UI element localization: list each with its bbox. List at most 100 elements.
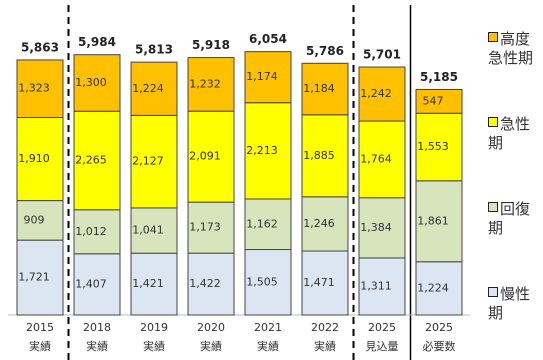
x-tick-line: 必要数 bbox=[423, 340, 456, 353]
x-tick-line: 2020 bbox=[197, 321, 225, 334]
x-tick-line: 2021 bbox=[254, 321, 282, 334]
value-label: 1,184 bbox=[303, 82, 335, 95]
value-label: 1,246 bbox=[303, 217, 335, 230]
legend-item: 急性期 bbox=[488, 115, 543, 153]
value-label: 1,224 bbox=[132, 82, 164, 95]
bar-segment bbox=[244, 249, 292, 316]
x-tick-line: 実績 bbox=[143, 339, 165, 353]
total-label: 5,185 bbox=[420, 70, 458, 84]
bar-segment bbox=[358, 66, 406, 122]
bar-segment bbox=[187, 110, 235, 203]
x-tick-label: 2019 実績 bbox=[140, 321, 168, 353]
total-label: 5,786 bbox=[306, 44, 344, 58]
x-tick-label: 2025 見込量 bbox=[366, 321, 399, 353]
bar-segment bbox=[301, 250, 349, 316]
value-label: 1,721 bbox=[18, 271, 50, 284]
bar-segment bbox=[130, 114, 178, 209]
chart: 1,721 909 1,910 1,323 5,863 2015 実績 1,407 1,012 2… bbox=[8, 5, 470, 360]
value-label: 1,173 bbox=[189, 221, 221, 234]
bar-segment bbox=[301, 114, 349, 198]
value-label: 1,162 bbox=[246, 217, 278, 230]
legend-label: 高度急性期 bbox=[488, 30, 534, 67]
x-tick-line: 2025 bbox=[368, 321, 396, 334]
value-label: 1,910 bbox=[18, 152, 50, 165]
value-label: 547 bbox=[423, 94, 444, 107]
bar-segment bbox=[358, 257, 406, 316]
x-tick-label: 2018 実績 bbox=[83, 321, 111, 353]
value-label: 1,422 bbox=[189, 277, 221, 290]
value-label: 1,384 bbox=[360, 221, 392, 234]
bar-segment bbox=[73, 209, 121, 255]
value-label: 1,232 bbox=[189, 77, 221, 90]
value-label: 1,041 bbox=[132, 224, 164, 237]
x-tick-line: 実績 bbox=[200, 339, 222, 353]
value-label: 1,174 bbox=[246, 70, 278, 83]
bar-segment bbox=[16, 117, 64, 202]
legend-item: 高度急性期 bbox=[488, 30, 543, 68]
value-label: 1,764 bbox=[360, 152, 392, 165]
x-tick-label: 2025 必要数 bbox=[423, 321, 456, 353]
x-tick-label: 2020 実績 bbox=[197, 321, 225, 353]
x-tick-label: 2022 実績 bbox=[311, 321, 339, 353]
total-label: 5,701 bbox=[363, 48, 401, 62]
value-label: 1,300 bbox=[75, 76, 107, 89]
x-tick-line: 実績 bbox=[314, 339, 336, 353]
x-tick-line: 実績 bbox=[257, 339, 279, 353]
x-tick-line: 実績 bbox=[86, 339, 108, 353]
x-tick-label: 2015 実績 bbox=[26, 321, 54, 353]
total-label: 5,813 bbox=[135, 43, 173, 57]
value-label: 1,323 bbox=[18, 82, 50, 95]
bar-segment bbox=[244, 51, 292, 104]
bar-segment bbox=[358, 120, 406, 199]
bar-segment bbox=[187, 252, 235, 316]
bar-segment bbox=[301, 196, 349, 252]
bar-segment bbox=[16, 239, 64, 316]
bar-segment bbox=[73, 253, 121, 316]
value-label: 1,471 bbox=[303, 276, 335, 289]
legend-swatch bbox=[488, 117, 498, 127]
x-tick-line: 2018 bbox=[83, 321, 111, 334]
value-label: 1,861 bbox=[417, 214, 449, 227]
legend-item: 回復期 bbox=[488, 200, 543, 238]
bar-segment bbox=[16, 59, 64, 119]
bar-segment bbox=[187, 201, 235, 254]
x-tick-label: 2021 実績 bbox=[254, 321, 282, 353]
legend-label: 急性期 bbox=[488, 115, 531, 152]
bar-segment bbox=[415, 112, 463, 182]
value-label: 909 bbox=[24, 213, 45, 226]
bar-segment bbox=[73, 110, 121, 211]
bar-segment bbox=[244, 102, 292, 200]
value-label: 1,553 bbox=[417, 140, 449, 153]
legend-item: 慢性期 bbox=[488, 285, 543, 323]
bar-segment bbox=[130, 252, 178, 316]
value-label: 1,242 bbox=[360, 87, 392, 100]
x-tick-line: 2022 bbox=[311, 321, 339, 334]
total-label: 6,054 bbox=[249, 32, 287, 46]
legend-swatch bbox=[488, 32, 498, 42]
bar-segment bbox=[73, 54, 121, 112]
bar-segment bbox=[244, 198, 292, 251]
x-tick-line: 見込量 bbox=[366, 340, 399, 353]
x-tick-line: 2025 bbox=[425, 321, 453, 334]
total-label: 5,918 bbox=[192, 38, 230, 52]
value-label: 1,885 bbox=[303, 149, 335, 162]
value-label: 1,407 bbox=[75, 277, 107, 290]
value-label: 2,127 bbox=[132, 155, 164, 168]
value-label: 2,213 bbox=[246, 144, 278, 157]
legend-swatch bbox=[488, 202, 498, 212]
bar-segment bbox=[301, 62, 349, 116]
x-tick-line: 2015 bbox=[26, 321, 54, 334]
value-label: 1,421 bbox=[132, 277, 164, 290]
x-tick-line: 実績 bbox=[29, 339, 51, 353]
bar-segment bbox=[187, 57, 235, 112]
value-label: 1,505 bbox=[246, 275, 278, 288]
value-label: 1,224 bbox=[417, 281, 449, 294]
legend-label: 慢性期 bbox=[488, 285, 531, 322]
value-label: 2,091 bbox=[189, 150, 221, 163]
value-label: 1,012 bbox=[75, 225, 107, 238]
x-tick-line: 2019 bbox=[140, 321, 168, 334]
bar-segment bbox=[415, 261, 463, 316]
legend-label: 回復期 bbox=[488, 200, 531, 237]
total-label: 5,863 bbox=[21, 40, 59, 54]
